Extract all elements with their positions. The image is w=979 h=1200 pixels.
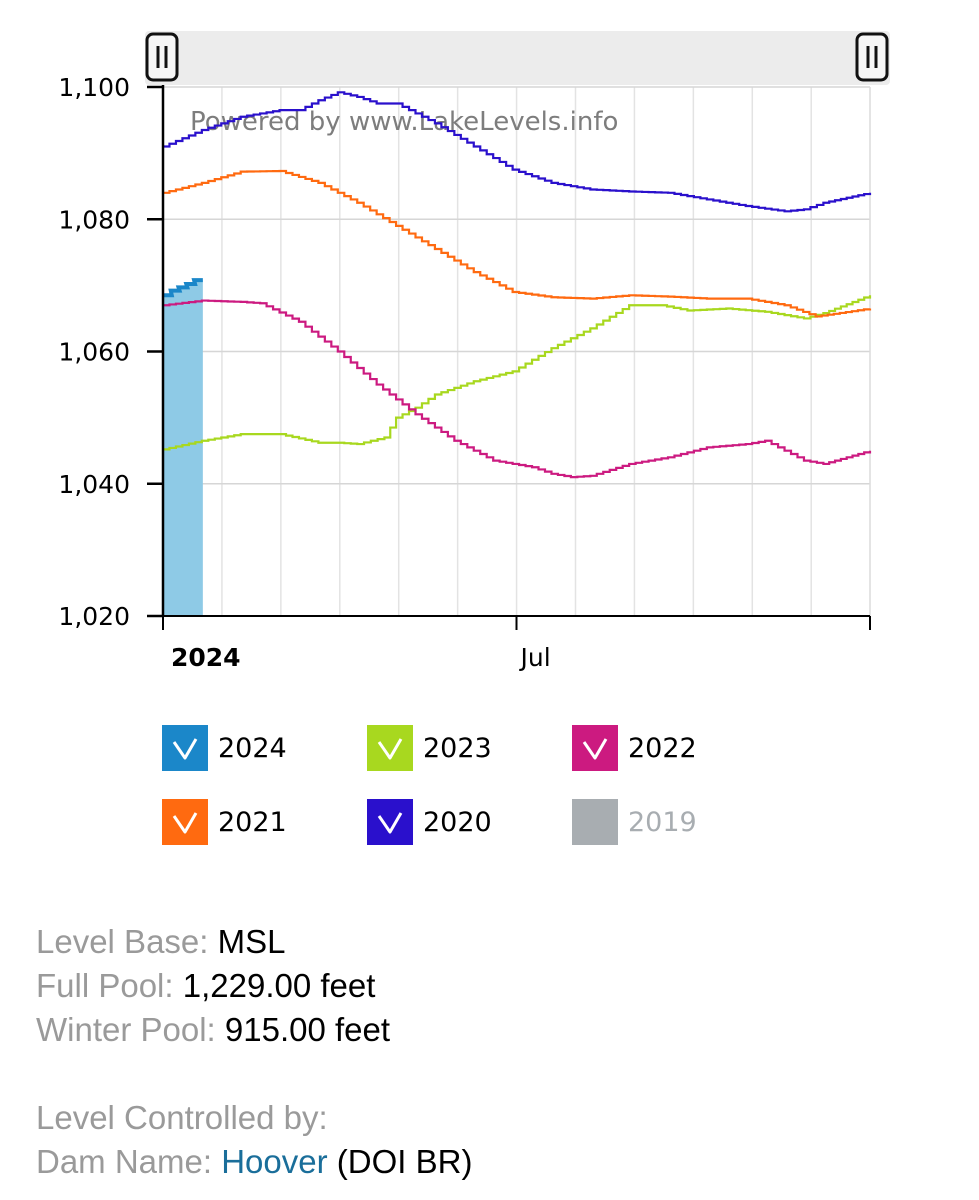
chart-canvas: Powered by www.LakeLevels.info 1,020 1,04… bbox=[58, 31, 890, 672]
lake-info-panel: Level Base: MSL Full Pool: 1,229.00 feet… bbox=[36, 920, 472, 1184]
y-tick-label: 1,060 bbox=[58, 338, 130, 367]
winter-pool-value: 915.00 feet bbox=[224, 1011, 391, 1048]
checkbox-icon[interactable] bbox=[162, 799, 208, 845]
level-base-key: Level Base: bbox=[36, 923, 209, 960]
checkbox-icon[interactable] bbox=[572, 799, 618, 845]
legend-label: 2023 bbox=[423, 732, 492, 764]
bar-2024 bbox=[170, 290, 180, 616]
dam-name-link[interactable]: Hoover bbox=[221, 1143, 328, 1180]
legend-item-2020[interactable]: 2020 bbox=[367, 798, 492, 846]
bar-2024 bbox=[186, 284, 196, 616]
x-tick-label: Jul bbox=[519, 643, 551, 672]
checkbox-icon[interactable] bbox=[367, 725, 413, 771]
legend-label: 2020 bbox=[423, 806, 492, 838]
series-line-2023 bbox=[163, 295, 872, 451]
bar-2024 bbox=[163, 295, 172, 616]
full-pool-value: 1,229.00 feet bbox=[182, 967, 376, 1004]
watermark-text: Powered by www.LakeLevels.info bbox=[190, 107, 618, 137]
controlled-by-heading: Level Controlled by: bbox=[36, 1099, 328, 1136]
legend-label: 2024 bbox=[218, 732, 287, 764]
y-tick-label: 1,100 bbox=[58, 73, 130, 102]
y-tick-label: 1,020 bbox=[58, 602, 130, 631]
legend-label: 2021 bbox=[218, 806, 287, 838]
y-tick-label: 1,080 bbox=[58, 205, 130, 234]
lake-level-chart: Powered by www.LakeLevels.info 1,020 1,04… bbox=[58, 31, 890, 672]
legend-item-2019[interactable]: 2019 bbox=[572, 798, 697, 846]
bar-2024 bbox=[178, 287, 188, 616]
series-line-2024 bbox=[163, 278, 203, 298]
level-base-value: MSL bbox=[217, 923, 286, 960]
checkbox-icon[interactable] bbox=[367, 799, 413, 845]
level-base-row: Level Base: MSL bbox=[36, 920, 472, 964]
winter-pool-key: Winter Pool: bbox=[36, 1011, 216, 1048]
checkbox-icon[interactable] bbox=[572, 725, 618, 771]
navigator-bar[interactable] bbox=[145, 31, 890, 85]
legend-item-2021[interactable]: 2021 bbox=[162, 798, 287, 846]
chart-legend: 2024 2023 2022 2021 2020 2019 bbox=[160, 722, 860, 852]
checkbox-icon[interactable] bbox=[162, 725, 208, 771]
dam-name-row: Dam Name: Hoover (DOI BR) bbox=[36, 1140, 472, 1184]
x-tick-label: 2024 bbox=[171, 643, 241, 672]
series-line-2021 bbox=[163, 169, 872, 318]
legend-item-2023[interactable]: 2023 bbox=[367, 724, 492, 772]
dam-name-key: Dam Name: bbox=[36, 1143, 213, 1180]
navigator-left-handle[interactable] bbox=[145, 32, 179, 82]
navigator-right-handle[interactable] bbox=[855, 32, 889, 82]
legend-item-2024[interactable]: 2024 bbox=[162, 724, 287, 772]
legend-label: 2019 bbox=[628, 806, 697, 838]
series-line-2020 bbox=[163, 91, 872, 213]
legend-item-2022[interactable]: 2022 bbox=[572, 724, 697, 772]
legend-label: 2022 bbox=[628, 732, 697, 764]
bar-2024 bbox=[194, 280, 203, 616]
series-line-2022 bbox=[163, 299, 872, 479]
full-pool-key: Full Pool: bbox=[36, 967, 174, 1004]
y-tick-label: 1,040 bbox=[58, 470, 130, 499]
full-pool-row: Full Pool: 1,229.00 feet bbox=[36, 964, 472, 1008]
winter-pool-row: Winter Pool: 915.00 feet bbox=[36, 1008, 472, 1052]
dam-agency: (DOI BR) bbox=[336, 1143, 473, 1180]
